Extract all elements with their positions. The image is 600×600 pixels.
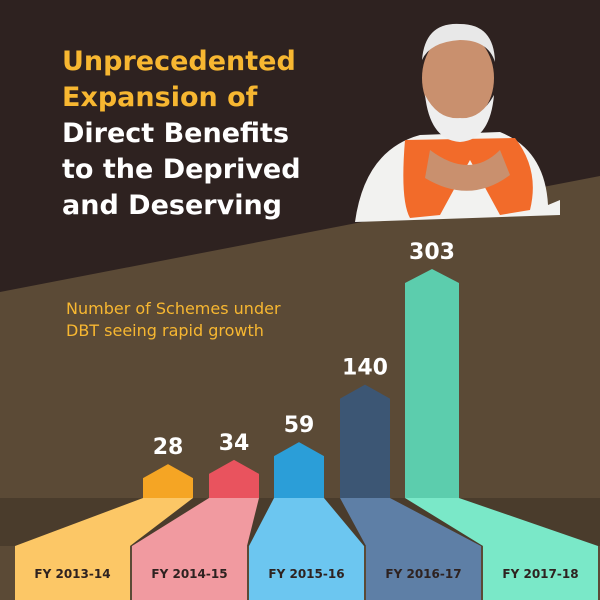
portrait-beard: [425, 95, 494, 142]
portrait: [355, 23, 560, 222]
category-label: FY 2016-17: [385, 567, 461, 581]
label-box: [483, 546, 598, 600]
label-box: [249, 546, 364, 600]
bar-base: [15, 498, 193, 546]
value-label: 303: [409, 240, 455, 265]
label-box: [366, 546, 481, 600]
label-box: [132, 546, 247, 600]
portrait-hands: [425, 150, 510, 191]
value-label: 28: [153, 435, 184, 460]
bar-base: [132, 498, 259, 546]
bar-base: [249, 498, 364, 546]
value-label: 34: [219, 431, 250, 456]
subtitle: Number of Schemes under DBT seeing rapid…: [66, 299, 281, 340]
title-rest: Direct Benefits to the Deprived and Dese…: [62, 118, 301, 221]
bar: [143, 464, 193, 498]
bar: [405, 269, 459, 498]
value-label: 140: [342, 356, 388, 381]
category-label: FY 2013-14: [34, 567, 110, 581]
bar-base: [340, 498, 481, 546]
bar: [274, 442, 324, 498]
portrait-face: [422, 32, 494, 124]
value-label: 59: [284, 413, 315, 438]
bar: [209, 459, 259, 498]
portrait-hair: [422, 23, 495, 62]
bar-base: [405, 498, 598, 546]
title-highlight: Unprecedented Expansion of: [62, 46, 296, 113]
title: Unprecedented Expansion of Direct Benefi…: [62, 44, 317, 224]
category-label: FY 2017-18: [502, 567, 578, 581]
bar: [340, 384, 390, 498]
label-box: [15, 546, 130, 600]
category-label: FY 2014-15: [151, 567, 227, 581]
category-label: FY 2015-16: [268, 567, 344, 581]
